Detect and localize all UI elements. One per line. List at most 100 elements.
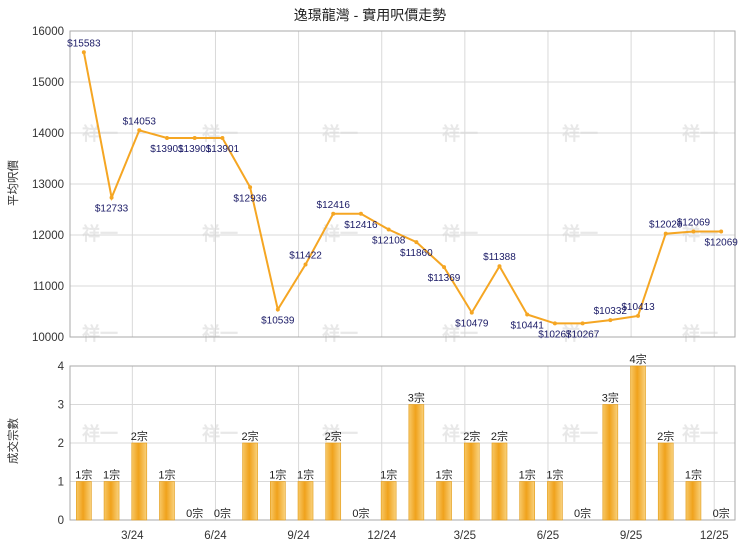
watermark: 祥一 bbox=[562, 223, 598, 244]
volume-bar[interactable] bbox=[270, 481, 286, 521]
price-point[interactable] bbox=[331, 211, 336, 216]
price-point[interactable] bbox=[248, 185, 253, 190]
volume-bar[interactable] bbox=[408, 404, 425, 521]
line-ytick-label: 10000 bbox=[32, 332, 64, 344]
line-ytick-label: 16000 bbox=[32, 26, 64, 38]
price-point[interactable] bbox=[164, 136, 169, 141]
price-point[interactable] bbox=[442, 265, 447, 270]
price-point[interactable] bbox=[303, 262, 308, 267]
price-data-label: $11369 bbox=[428, 273, 461, 284]
price-point[interactable] bbox=[81, 50, 86, 55]
watermark: 祥一 bbox=[322, 223, 358, 244]
line-chart: 10000 11000 12000 13000 14000 15000 16000$1558… bbox=[32, 26, 738, 344]
xtick-label: 3/24 bbox=[121, 530, 144, 542]
volume-data-label: 0宗 bbox=[186, 506, 203, 520]
volume-data-label: 0宗 bbox=[713, 506, 730, 520]
volume-bar[interactable] bbox=[463, 442, 480, 521]
volume-bar[interactable] bbox=[103, 481, 120, 521]
volume-bar[interactable] bbox=[657, 442, 674, 521]
price-data-label: $15583 bbox=[67, 38, 101, 49]
bar-ytick-label: 2 bbox=[58, 438, 64, 450]
price-data-label: $12026 bbox=[649, 220, 683, 231]
volume-bar[interactable] bbox=[297, 481, 314, 521]
xtick-label: 6/25 bbox=[537, 530, 559, 542]
bar-chart: 0 1 2 3 4 1宗 1宗 2宗 1宗 0宗 0宗 2宗 1宗 1宗 2宗 0宗 1宗 3宗 1宗 2宗 2宗 1宗 1… bbox=[58, 352, 736, 542]
price-data-label: $12733 bbox=[95, 204, 129, 215]
price-point[interactable] bbox=[636, 313, 641, 318]
volume-bar[interactable] bbox=[491, 442, 508, 521]
volume-bar[interactable] bbox=[380, 481, 397, 521]
volume-data-label: 1宗 bbox=[436, 468, 453, 482]
line-ylabel: 平均呎價 bbox=[6, 160, 20, 206]
xtick-label: 3/25 bbox=[454, 530, 476, 542]
price-point[interactable] bbox=[497, 264, 502, 269]
price-point[interactable] bbox=[469, 310, 474, 315]
volume-bar[interactable] bbox=[76, 481, 92, 521]
volume-bar[interactable] bbox=[159, 481, 175, 521]
price-point[interactable] bbox=[386, 227, 391, 232]
line-ytick-label: 12000 bbox=[32, 230, 64, 242]
volume-data-label: 3宗 bbox=[602, 391, 619, 405]
volume-data-label: 2宗 bbox=[491, 429, 508, 443]
watermark: 祥一 bbox=[682, 423, 718, 444]
volume-bar[interactable] bbox=[519, 481, 535, 521]
volume-data-label: 1宗 bbox=[685, 468, 702, 482]
price-point[interactable] bbox=[608, 318, 613, 323]
bar-ylabel: 成交宗數 bbox=[6, 418, 20, 464]
bar-plot-frame bbox=[69, 365, 736, 521]
price-data-label: $14053 bbox=[123, 116, 157, 127]
price-point[interactable] bbox=[109, 195, 114, 200]
price-point[interactable] bbox=[192, 136, 197, 141]
price-data-label: $11860 bbox=[400, 248, 433, 259]
price-data-label: $10332 bbox=[594, 306, 628, 317]
line-ytick-label: 13000 bbox=[32, 179, 64, 191]
volume-bar[interactable] bbox=[131, 442, 148, 521]
price-data-label: $11388 bbox=[483, 252, 516, 263]
watermark: 祥一 bbox=[322, 423, 358, 444]
price-data-label: $13901 bbox=[178, 144, 212, 155]
price-data-label: $10441 bbox=[511, 321, 545, 332]
volume-data-label: 0宗 bbox=[352, 506, 369, 520]
price-data-label: $10267 bbox=[538, 329, 572, 340]
volume-bar[interactable] bbox=[242, 442, 258, 521]
price-point[interactable] bbox=[220, 136, 225, 141]
volume-bar[interactable] bbox=[436, 481, 452, 521]
watermark: 祥一 bbox=[322, 323, 358, 344]
price-point[interactable] bbox=[691, 229, 696, 234]
price-point[interactable] bbox=[137, 128, 142, 133]
volume-data-label: 1宗 bbox=[158, 468, 175, 482]
volume-bar[interactable] bbox=[325, 442, 342, 521]
price-point[interactable] bbox=[358, 211, 363, 216]
price-point[interactable] bbox=[719, 229, 724, 234]
volume-bar[interactable] bbox=[685, 481, 702, 521]
watermark: 祥一 bbox=[682, 323, 718, 344]
price-point[interactable] bbox=[552, 321, 557, 326]
price-point[interactable] bbox=[275, 307, 280, 312]
volume-data-label: 1宗 bbox=[519, 468, 536, 482]
bar-ytick-label: 4 bbox=[58, 361, 65, 373]
price-point[interactable] bbox=[525, 312, 530, 317]
price-data-label: $13901 bbox=[150, 144, 184, 155]
price-data-label: $10479 bbox=[455, 319, 489, 330]
volume-data-label: 1宗 bbox=[269, 468, 286, 482]
volume-data-label: 1宗 bbox=[103, 468, 120, 482]
volume-bar[interactable] bbox=[630, 365, 646, 521]
volume-bar[interactable] bbox=[547, 481, 563, 521]
volume-data-label: 2宗 bbox=[325, 429, 342, 443]
price-data-label: $12069 bbox=[704, 237, 738, 248]
price-point[interactable] bbox=[663, 231, 668, 236]
volume-data-label: 1宗 bbox=[380, 468, 397, 482]
watermark: 祥一 bbox=[442, 323, 478, 344]
bar-ytick-label: 3 bbox=[58, 400, 64, 412]
price-point[interactable] bbox=[414, 240, 419, 245]
volume-data-label: 1宗 bbox=[75, 468, 92, 482]
volume-data-label: 2宗 bbox=[242, 429, 259, 443]
chart-title: 逸璟龍灣 - 實用呎價走勢 bbox=[294, 7, 446, 23]
volume-data-label: 4宗 bbox=[629, 352, 646, 366]
watermark: 祥一 bbox=[82, 423, 118, 444]
watermark: 祥一 bbox=[562, 323, 598, 344]
price-point[interactable] bbox=[580, 321, 585, 326]
line-ytick-label: 14000 bbox=[32, 128, 64, 140]
volume-bar[interactable] bbox=[602, 404, 619, 521]
price-data-label: $12936 bbox=[233, 193, 267, 204]
